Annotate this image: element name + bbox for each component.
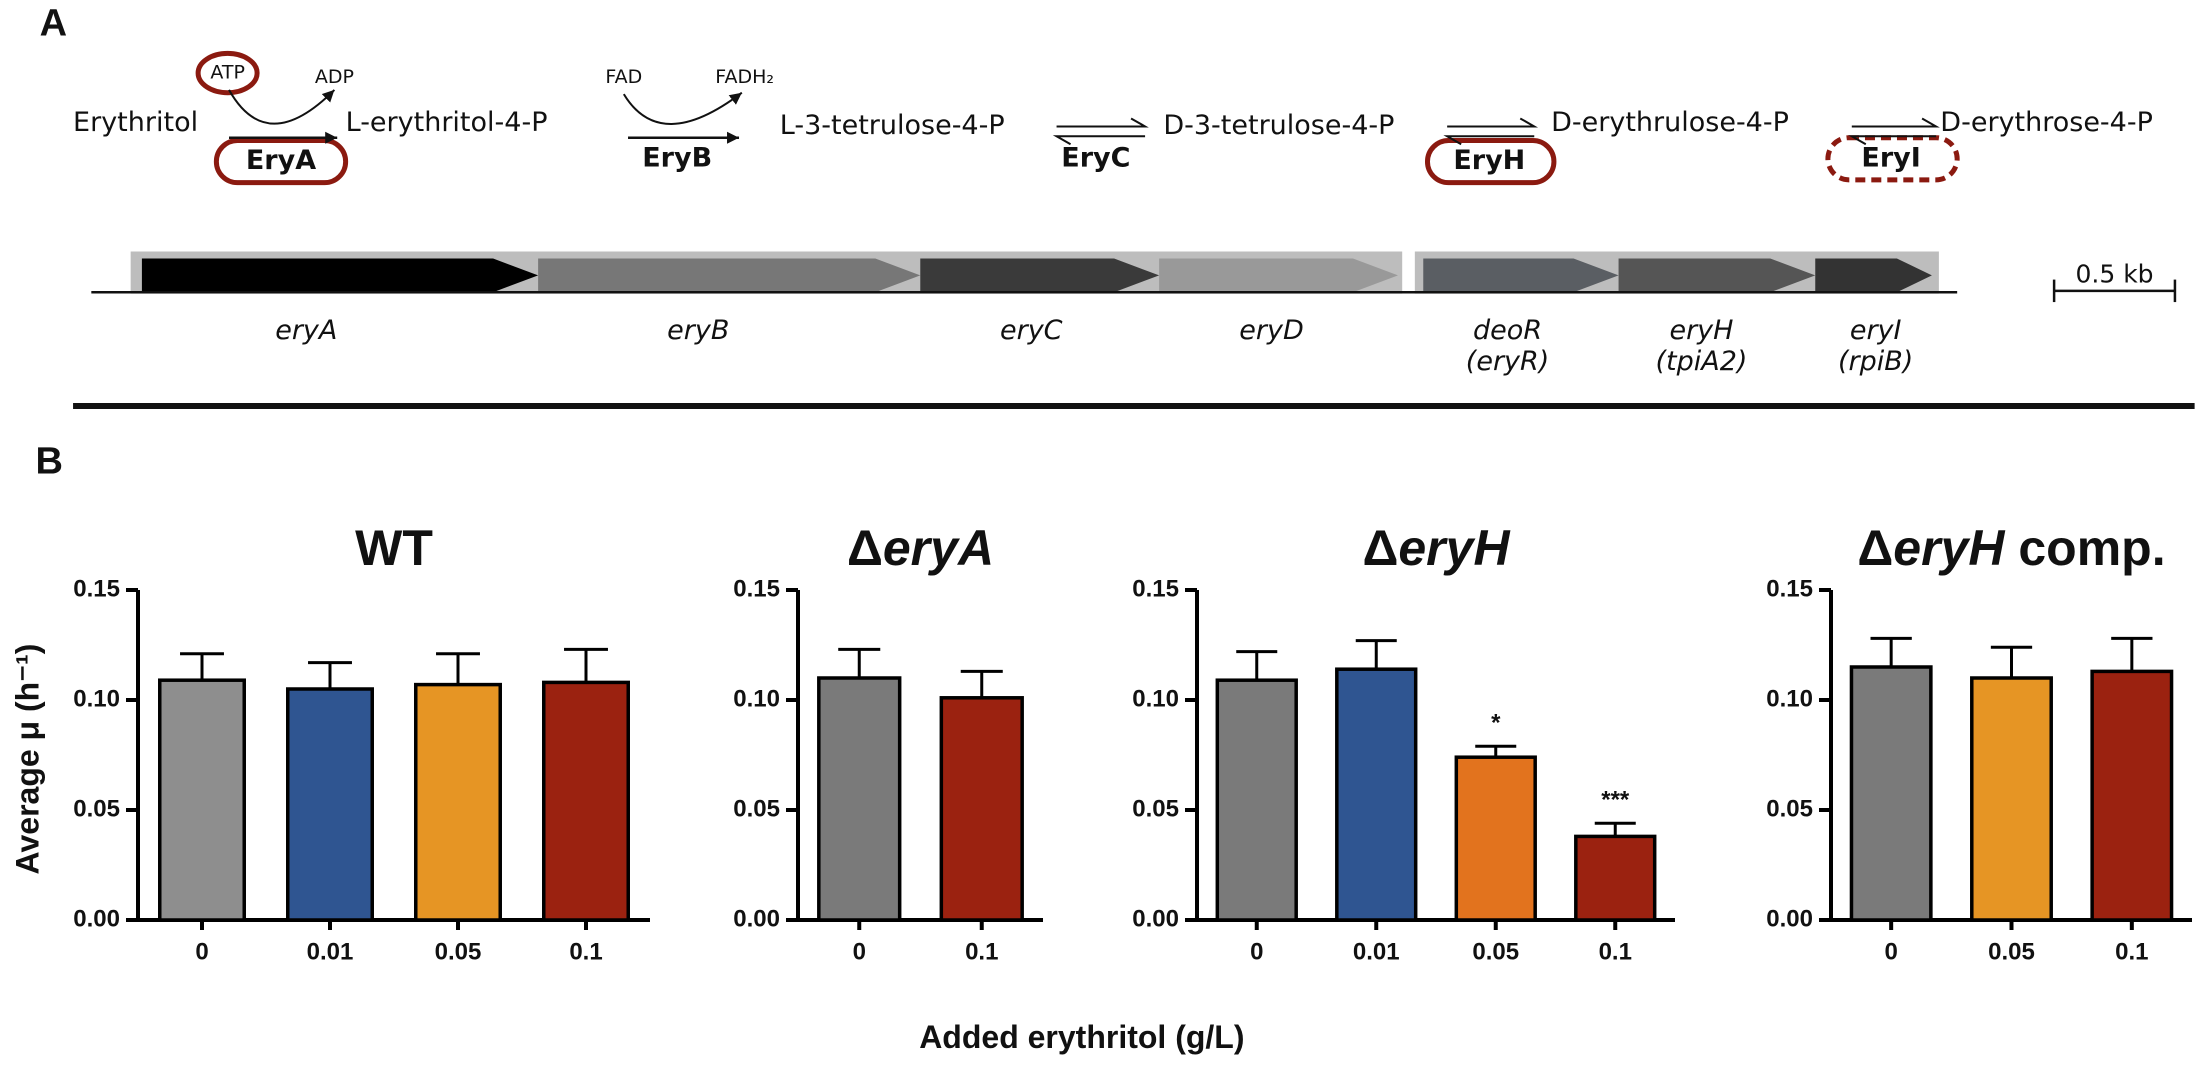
gene-arrow [538,258,921,293]
gene-alias: (tpiA2) [1655,346,1747,377]
gene-alias: (rpiB) [1838,346,1913,377]
enzyme-highlight [1424,138,1557,186]
y-tick-label: 0.15 [1766,575,1813,602]
metabolite: L-erythritol-4-P [346,107,548,138]
bar [1215,678,1298,922]
bar [1849,665,1933,922]
chart-title: ΔeryH [1362,520,1510,576]
gene-name: eryA [275,315,337,346]
gene-name: eryD [1239,315,1303,346]
cofactor: ADP [315,66,354,88]
bar [939,696,1024,922]
y-tick-label: 0.05 [73,795,120,822]
chart-title: ΔeryH comp. [1857,520,2165,576]
x-tick-label: 0.01 [1353,938,1400,965]
enzyme: EryB [642,142,712,173]
gene-arrow [1815,258,1932,293]
y-tick-label: 0.05 [1766,795,1813,822]
y-tick-label: 0.15 [1132,575,1179,602]
equilibrium-arrow [1443,135,1535,146]
metabolite: D-erythrulose-4-P [1551,107,1789,138]
enzyme-highlight [1825,135,1960,183]
x-tick-label: 0.05 [435,938,482,965]
bar [2090,669,2174,922]
gene-alias: (eryR) [1466,346,1550,377]
y-tick-label: 0.10 [73,685,120,712]
x-tick-label: 0.05 [1472,938,1519,965]
enzyme: EryH [1453,145,1525,176]
y-tick-label: 0.15 [73,575,120,602]
bar [542,680,630,922]
chart-title: WT [355,520,433,576]
x-tick-label: 0.01 [307,938,354,965]
gene-name: deoR [1473,315,1542,346]
x-tick-label: 0 [195,938,208,965]
gene-arrow [920,258,1160,293]
bar [1970,676,2053,922]
equilibrium-arrow [1052,135,1146,146]
bar [1335,667,1418,922]
panel-label: A [40,2,67,44]
y-tick-label: 0.00 [73,905,120,932]
gene-arrow [1423,258,1619,293]
cofactor-highlight [195,50,260,96]
significance-label: *** [1601,787,1630,814]
x-tick-label: 0.1 [2115,938,2148,965]
y-tick-label: 0.00 [1132,905,1179,932]
enzyme-highlight [213,138,349,186]
y-tick-label: 0.10 [1766,685,1813,712]
enzyme: EryC [1061,142,1130,173]
equilibrium-arrow [1447,117,1539,128]
enzyme: EryA [246,145,316,176]
x-tick-label: 0.1 [965,938,998,965]
y-tick-label: 0.15 [733,575,780,602]
gene-name: eryC [1000,315,1063,346]
metabolite: D-3-tetrulose-4-P [1163,110,1394,141]
gene-arrow [1159,258,1398,293]
x-tick-label: 0.05 [1988,938,2035,965]
x-axis-label: Added erythritol (g/L) [919,1019,1244,1055]
equilibrium-arrow [1848,135,1937,146]
cofactor-arc [228,89,336,125]
x-tick-label: 0 [1250,938,1263,965]
x-tick-label: 0.1 [1599,938,1632,965]
metabolite: Erythritol [73,107,198,138]
gene-name: eryI [1850,315,1902,346]
bar [286,687,374,922]
y-tick-label: 0.10 [733,685,780,712]
cofactor-arc [622,91,743,125]
gene-arrow [141,258,539,293]
equilibrium-arrow [1056,117,1149,128]
chart-title: ΔeryA [847,520,994,576]
significance-label: * [1491,710,1501,737]
x-tick-label: 0.1 [569,938,602,965]
x-tick-label: 0 [853,938,866,965]
cofactor: ATP [210,62,245,84]
cofactor: FAD [605,66,642,88]
bar [158,678,246,922]
bar [414,682,502,922]
metabolite: D-erythrose-4-P [1940,107,2153,138]
bar [817,676,902,922]
y-tick-label: 0.10 [1132,685,1179,712]
bar [1454,755,1537,922]
panel-label: B [35,441,62,483]
gene-name: eryB [667,315,729,346]
gene-name: eryH [1669,315,1733,346]
gene-arrow [1618,258,1816,293]
metabolite: L-3-tetrulose-4-P [780,110,1005,141]
equilibrium-arrow [1851,117,1940,128]
bar [1574,834,1657,922]
y-tick-label: 0.05 [1132,795,1179,822]
y-tick-label: 0.00 [733,905,780,932]
y-tick-label: 0.05 [733,795,780,822]
y-axis-label: Average μ (h⁻¹) [9,644,45,875]
y-tick-label: 0.00 [1766,905,1813,932]
x-tick-label: 0 [1884,938,1897,965]
scale-bar-label: 0.5 kb [2075,259,2153,288]
cofactor: FADH₂ [715,66,774,88]
enzyme: EryI [1861,142,1920,173]
